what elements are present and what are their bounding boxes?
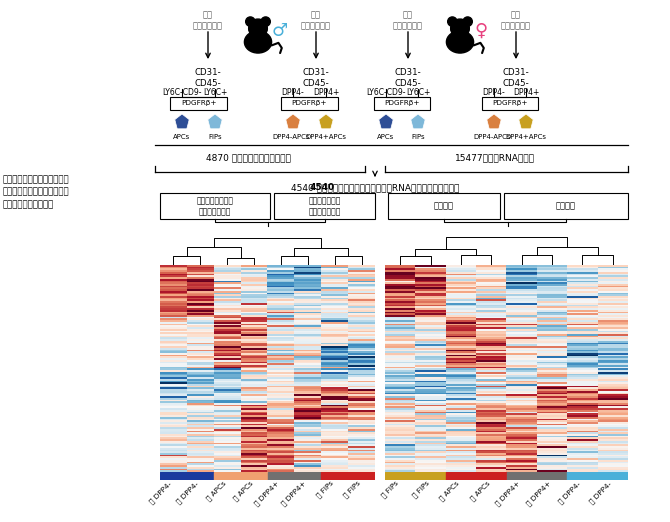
Text: PDGFRβ+: PDGFRβ+ (291, 101, 327, 106)
Bar (274, 193, 375, 219)
Text: 雄 DPP4+: 雄 DPP4+ (254, 480, 281, 507)
Polygon shape (286, 114, 300, 129)
Text: PDGFRβ+: PDGFRβ+ (181, 101, 216, 106)
Text: 雄 APCs: 雄 APCs (439, 480, 461, 502)
Circle shape (246, 17, 255, 26)
Text: 雌 DPP4-: 雌 DPP4- (176, 480, 200, 505)
Text: DPP4+: DPP4+ (513, 88, 539, 97)
Text: DPP4+APCs: DPP4+APCs (505, 134, 547, 140)
Bar (598, 472, 628, 480)
Bar (537, 472, 567, 480)
Ellipse shape (446, 31, 474, 53)
Bar (385, 472, 415, 480)
Text: 雌 DPP4-: 雌 DPP4- (588, 480, 613, 505)
Text: 4870 種類のタンパク質を測定: 4870 種類のタンパク質を測定 (206, 153, 290, 162)
Bar (170, 97, 227, 110)
Text: 内臓脂肪: 内臓脂肪 (434, 201, 454, 210)
Bar (567, 472, 598, 480)
Text: 雄 DPP4-: 雄 DPP4- (558, 480, 582, 505)
Text: APCs: APCs (377, 134, 395, 140)
Bar (267, 472, 294, 480)
Text: PDGFRβ+: PDGFRβ+ (385, 101, 419, 106)
Bar (321, 472, 348, 480)
Text: 雌 APCs: 雌 APCs (469, 480, 491, 502)
Polygon shape (175, 114, 189, 129)
Text: 雌 DPP4+: 雌 DPP4+ (525, 480, 552, 507)
Bar (294, 472, 321, 480)
Text: 雄 APCs: 雄 APCs (205, 480, 227, 502)
Bar (160, 193, 270, 219)
Text: 皮下
白色脂肪組織: 皮下 白色脂肪組織 (301, 10, 331, 30)
Text: CD31-
CD45-: CD31- CD45- (194, 68, 221, 88)
Text: DPP4-APCs: DPP4-APCs (473, 134, 511, 140)
Text: CD31-
CD45-: CD31- CD45- (303, 68, 330, 88)
Bar (241, 472, 267, 480)
Circle shape (448, 17, 457, 26)
Bar (446, 472, 476, 480)
Text: 4540 個の分子についてタンパク質とRNAでの解析結果を比較: 4540 個の分子についてタンパク質とRNAでの解析結果を比較 (291, 183, 459, 192)
Polygon shape (208, 114, 222, 129)
Circle shape (261, 17, 270, 26)
Polygon shape (411, 114, 425, 129)
Bar (482, 97, 538, 110)
Text: 雄 FIPs: 雄 FIPs (381, 480, 400, 500)
Text: 15477種類のRNAを測定: 15477種類のRNAを測定 (455, 153, 535, 162)
Bar (476, 472, 507, 480)
Text: 皮下脂肪: 皮下脂肪 (556, 201, 576, 210)
Polygon shape (519, 114, 533, 129)
Text: 雌 DPP4+: 雌 DPP4+ (281, 480, 308, 507)
Text: 皮下
白色脂肪組織: 皮下 白色脂肪組織 (501, 10, 531, 30)
Circle shape (451, 19, 470, 38)
Text: FIPs: FIPs (208, 134, 222, 140)
Bar (187, 472, 214, 480)
Polygon shape (487, 114, 501, 129)
Text: LY6C+: LY6C+ (406, 88, 430, 97)
Text: DPP4+APCs: DPP4+APCs (306, 134, 346, 140)
Bar (281, 97, 338, 110)
Text: 内臓
白色脂肪組織: 内臓 白色脂肪組織 (193, 10, 223, 30)
Text: 雌 FIPs: 雌 FIPs (342, 480, 362, 500)
Text: APCs: APCs (174, 134, 191, 140)
Bar (507, 472, 537, 480)
Text: 炎症に関係する
細胞サブセット: 炎症に関係する 細胞サブセット (308, 196, 340, 216)
Text: PDGFRβ+: PDGFRβ+ (492, 101, 528, 106)
Text: 雄 DPP4+: 雄 DPP4+ (494, 480, 522, 507)
Text: FIPs: FIPs (411, 134, 425, 140)
Text: DPP4-APCs: DPP4-APCs (272, 134, 310, 140)
Text: 4540: 4540 (310, 183, 335, 192)
Text: 雄 DPP4-: 雄 DPP4- (149, 480, 174, 505)
Text: 雌 APCs: 雌 APCs (232, 480, 254, 502)
Text: ♀: ♀ (474, 22, 487, 40)
Polygon shape (319, 114, 333, 129)
Text: LY6C-CD9-: LY6C-CD9- (162, 88, 202, 97)
Bar (415, 472, 446, 480)
Bar (160, 472, 187, 480)
Bar (504, 193, 628, 219)
Bar (214, 472, 241, 480)
Text: LY6C-CD9-: LY6C-CD9- (366, 88, 406, 97)
Text: 雌 FIPs: 雌 FIPs (411, 480, 431, 500)
Text: 雄 FIPs: 雄 FIPs (316, 480, 335, 500)
Polygon shape (379, 114, 393, 129)
Text: DPP4-: DPP4- (281, 88, 304, 97)
Text: 脂肪生成に関する
細胞サブセット: 脂肪生成に関する 細胞サブセット (196, 196, 234, 216)
Text: CD31-
CD45-: CD31- CD45- (395, 68, 421, 88)
Circle shape (463, 17, 472, 26)
Bar (388, 193, 500, 219)
Text: ♂: ♂ (272, 22, 288, 40)
Bar (374, 97, 430, 110)
Bar (348, 472, 375, 480)
Text: DPP4+: DPP4+ (313, 88, 339, 97)
Ellipse shape (245, 31, 271, 53)
Circle shape (249, 19, 267, 38)
Text: 雄と雌それぞれから、脂肪前
駆細胞の４種類のサブセット
をセルソーターで分取: 雄と雌それぞれから、脂肪前 駆細胞の４種類のサブセット をセルソーターで分取 (3, 175, 70, 209)
Text: DPP4-: DPP4- (482, 88, 505, 97)
Text: LY6C+: LY6C+ (203, 88, 227, 97)
Text: CD31-
CD45-: CD31- CD45- (502, 68, 529, 88)
Text: 内臓
白色脂肪組織: 内臓 白色脂肪組織 (393, 10, 423, 30)
